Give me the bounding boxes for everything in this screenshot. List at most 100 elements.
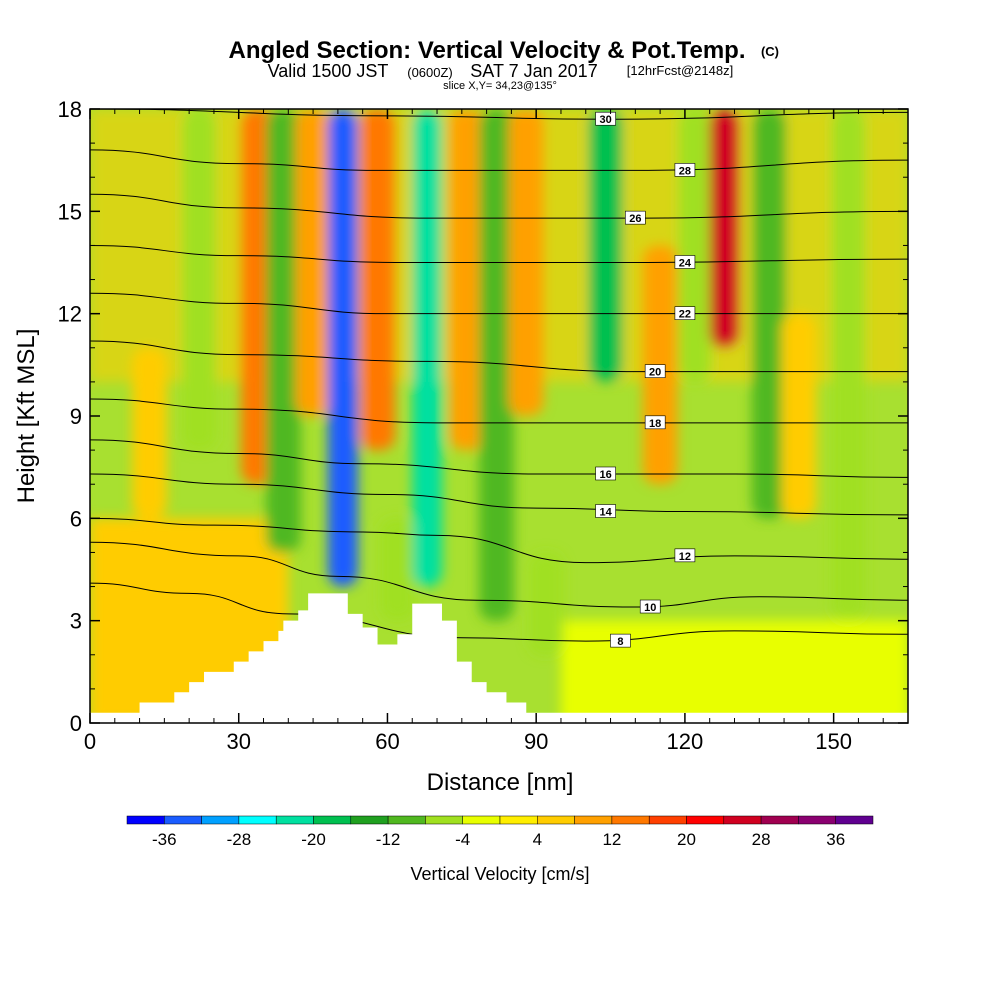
chart-subtitle: Valid 1500 JST (0600Z) SAT 7 Jan 2017 [1… [268, 61, 734, 81]
y-tick-label: 18 [58, 97, 82, 122]
svg-text:28: 28 [679, 165, 691, 177]
svg-text:8: 8 [617, 636, 623, 648]
colorbar-swatch [238, 815, 277, 825]
velocity-column-15 [677, 109, 713, 382]
velocity-column-7 [380, 518, 415, 621]
theta-contour-26 [90, 193, 908, 219]
subtitle-valid: Valid 1500 JST [268, 61, 389, 81]
colorbar-swatch [611, 815, 650, 825]
colorbar-swatch [201, 815, 240, 825]
svg-text:14: 14 [599, 507, 612, 519]
y-tick-label: 6 [70, 506, 82, 531]
slice-label: slice X,Y= 34,23@135° [443, 80, 557, 92]
theta-contour-16 [90, 439, 908, 478]
velocity-column-4 [295, 109, 331, 416]
svg-text:10: 10 [644, 602, 656, 614]
theta-contour-label-24: 24 [674, 255, 696, 270]
velocity-column-18 [781, 313, 817, 519]
x-tick-label: 30 [226, 729, 250, 754]
velocity-column-9 [449, 109, 485, 451]
subtitle-date: SAT 7 Jan 2017 [470, 61, 597, 81]
theta-contour-label-18: 18 [644, 415, 666, 430]
theta-contour-18 [90, 398, 908, 424]
svg-text:18: 18 [649, 418, 661, 430]
colorbar-tick-label: -28 [227, 830, 252, 849]
velocity-column-8 [412, 109, 442, 587]
plot-area [90, 109, 908, 723]
colorbar-swatch [350, 815, 389, 825]
theta-contour-30 [90, 109, 908, 120]
x-axis-title: Distance [nm] [427, 769, 574, 796]
velocity-column-6 [360, 109, 395, 451]
terrain [90, 593, 908, 723]
colorbar-tick-label: -12 [376, 830, 401, 849]
velocity-column-12 [528, 552, 564, 655]
velocity-column-13 [588, 109, 623, 382]
velocity-column-3 [265, 109, 301, 553]
theta-contour-label-12: 12 [674, 548, 696, 563]
velocity-field [90, 109, 908, 723]
svg-text:30: 30 [599, 114, 611, 126]
y-tick-label: 9 [70, 404, 82, 429]
theta-contour-label-26: 26 [625, 210, 646, 225]
colorbar-title: Vertical Velocity [cm/s] [410, 864, 589, 884]
y-tick-label: 12 [58, 302, 82, 327]
svg-text:24: 24 [679, 258, 692, 270]
theta-contour-22 [90, 292, 908, 315]
colorbar-tick-label: 12 [602, 830, 621, 849]
svg-text:26: 26 [629, 213, 641, 225]
theta-contour-28 [90, 149, 908, 171]
theta-contour-label-20: 20 [644, 364, 666, 379]
svg-text:16: 16 [599, 469, 611, 481]
theta-contour-label-10: 10 [639, 599, 661, 614]
colorbar-swatch [425, 815, 463, 825]
colorbar-swatch [798, 815, 836, 825]
y-axis: 0 3 6 9 12 15 18 [58, 97, 908, 736]
theta-contour-14 [90, 473, 908, 516]
colorbar-swatch [313, 815, 352, 825]
theta-contour-label-30: 30 [595, 111, 616, 126]
colorbar-swatch [835, 815, 874, 825]
theta-contour-label-16: 16 [595, 466, 616, 481]
theta-contour-label-28: 28 [674, 163, 696, 177]
theta-contour-labels: 8 10 12 14 16 18 20 22 24 26 28 30 [595, 111, 696, 648]
y-tick-label: 15 [58, 199, 82, 224]
theta-contour-10 [90, 541, 908, 608]
colorbar-tick-label: 36 [826, 830, 845, 849]
theta-contours [90, 109, 908, 642]
y-tick-label: 3 [70, 609, 82, 634]
svg-text:22: 22 [679, 309, 691, 321]
x-tick-label: 90 [524, 729, 548, 754]
subtitle-zulu: (0600Z) [407, 65, 453, 80]
x-tick-label: 60 [375, 729, 399, 754]
colorbar-tick-label: 28 [752, 830, 771, 849]
chart-title-suffix: (C) [761, 44, 779, 59]
velocity-column-19 [831, 109, 866, 621]
velocity-column-0 [132, 347, 167, 519]
y-axis-title: Height [Kft MSL] [13, 329, 40, 504]
theta-contour-label-22: 22 [674, 306, 696, 321]
colorbar-swatch [499, 815, 538, 825]
chart-title: Angled Section: Vertical Velocity & Pot.… [228, 37, 745, 64]
colorbar-swatch [164, 815, 202, 825]
theta-contour-24 [90, 244, 908, 263]
colorbar-tick-label: 4 [533, 830, 542, 849]
y-tick-label: 0 [70, 711, 82, 736]
x-axis: 0 30 60 90 120 150 [84, 109, 884, 754]
colorbar-swatch [537, 815, 575, 825]
theta-contour-label-8: 8 [610, 633, 631, 648]
theta-contour-8 [90, 582, 908, 642]
colorbar-tick-label: -20 [301, 830, 326, 849]
colorbar-tick-labels: -36 -28 -20 -12 -4 4 12 20 28 36 [152, 830, 845, 849]
subtitle-forecast: [12hrFcst@2148z] [627, 63, 733, 78]
colorbar-swatch [648, 815, 687, 825]
velocity-column-10 [479, 109, 514, 621]
theta-contour-12 [90, 517, 908, 564]
x-tick-label: 150 [815, 729, 852, 754]
x-tick-label: 0 [84, 729, 96, 754]
colorbar [126, 815, 874, 825]
velocity-column-5 [327, 109, 358, 587]
theta-contour-label-14: 14 [595, 504, 616, 519]
colorbar-swatch [462, 815, 501, 825]
velocity-column-16 [709, 109, 740, 348]
